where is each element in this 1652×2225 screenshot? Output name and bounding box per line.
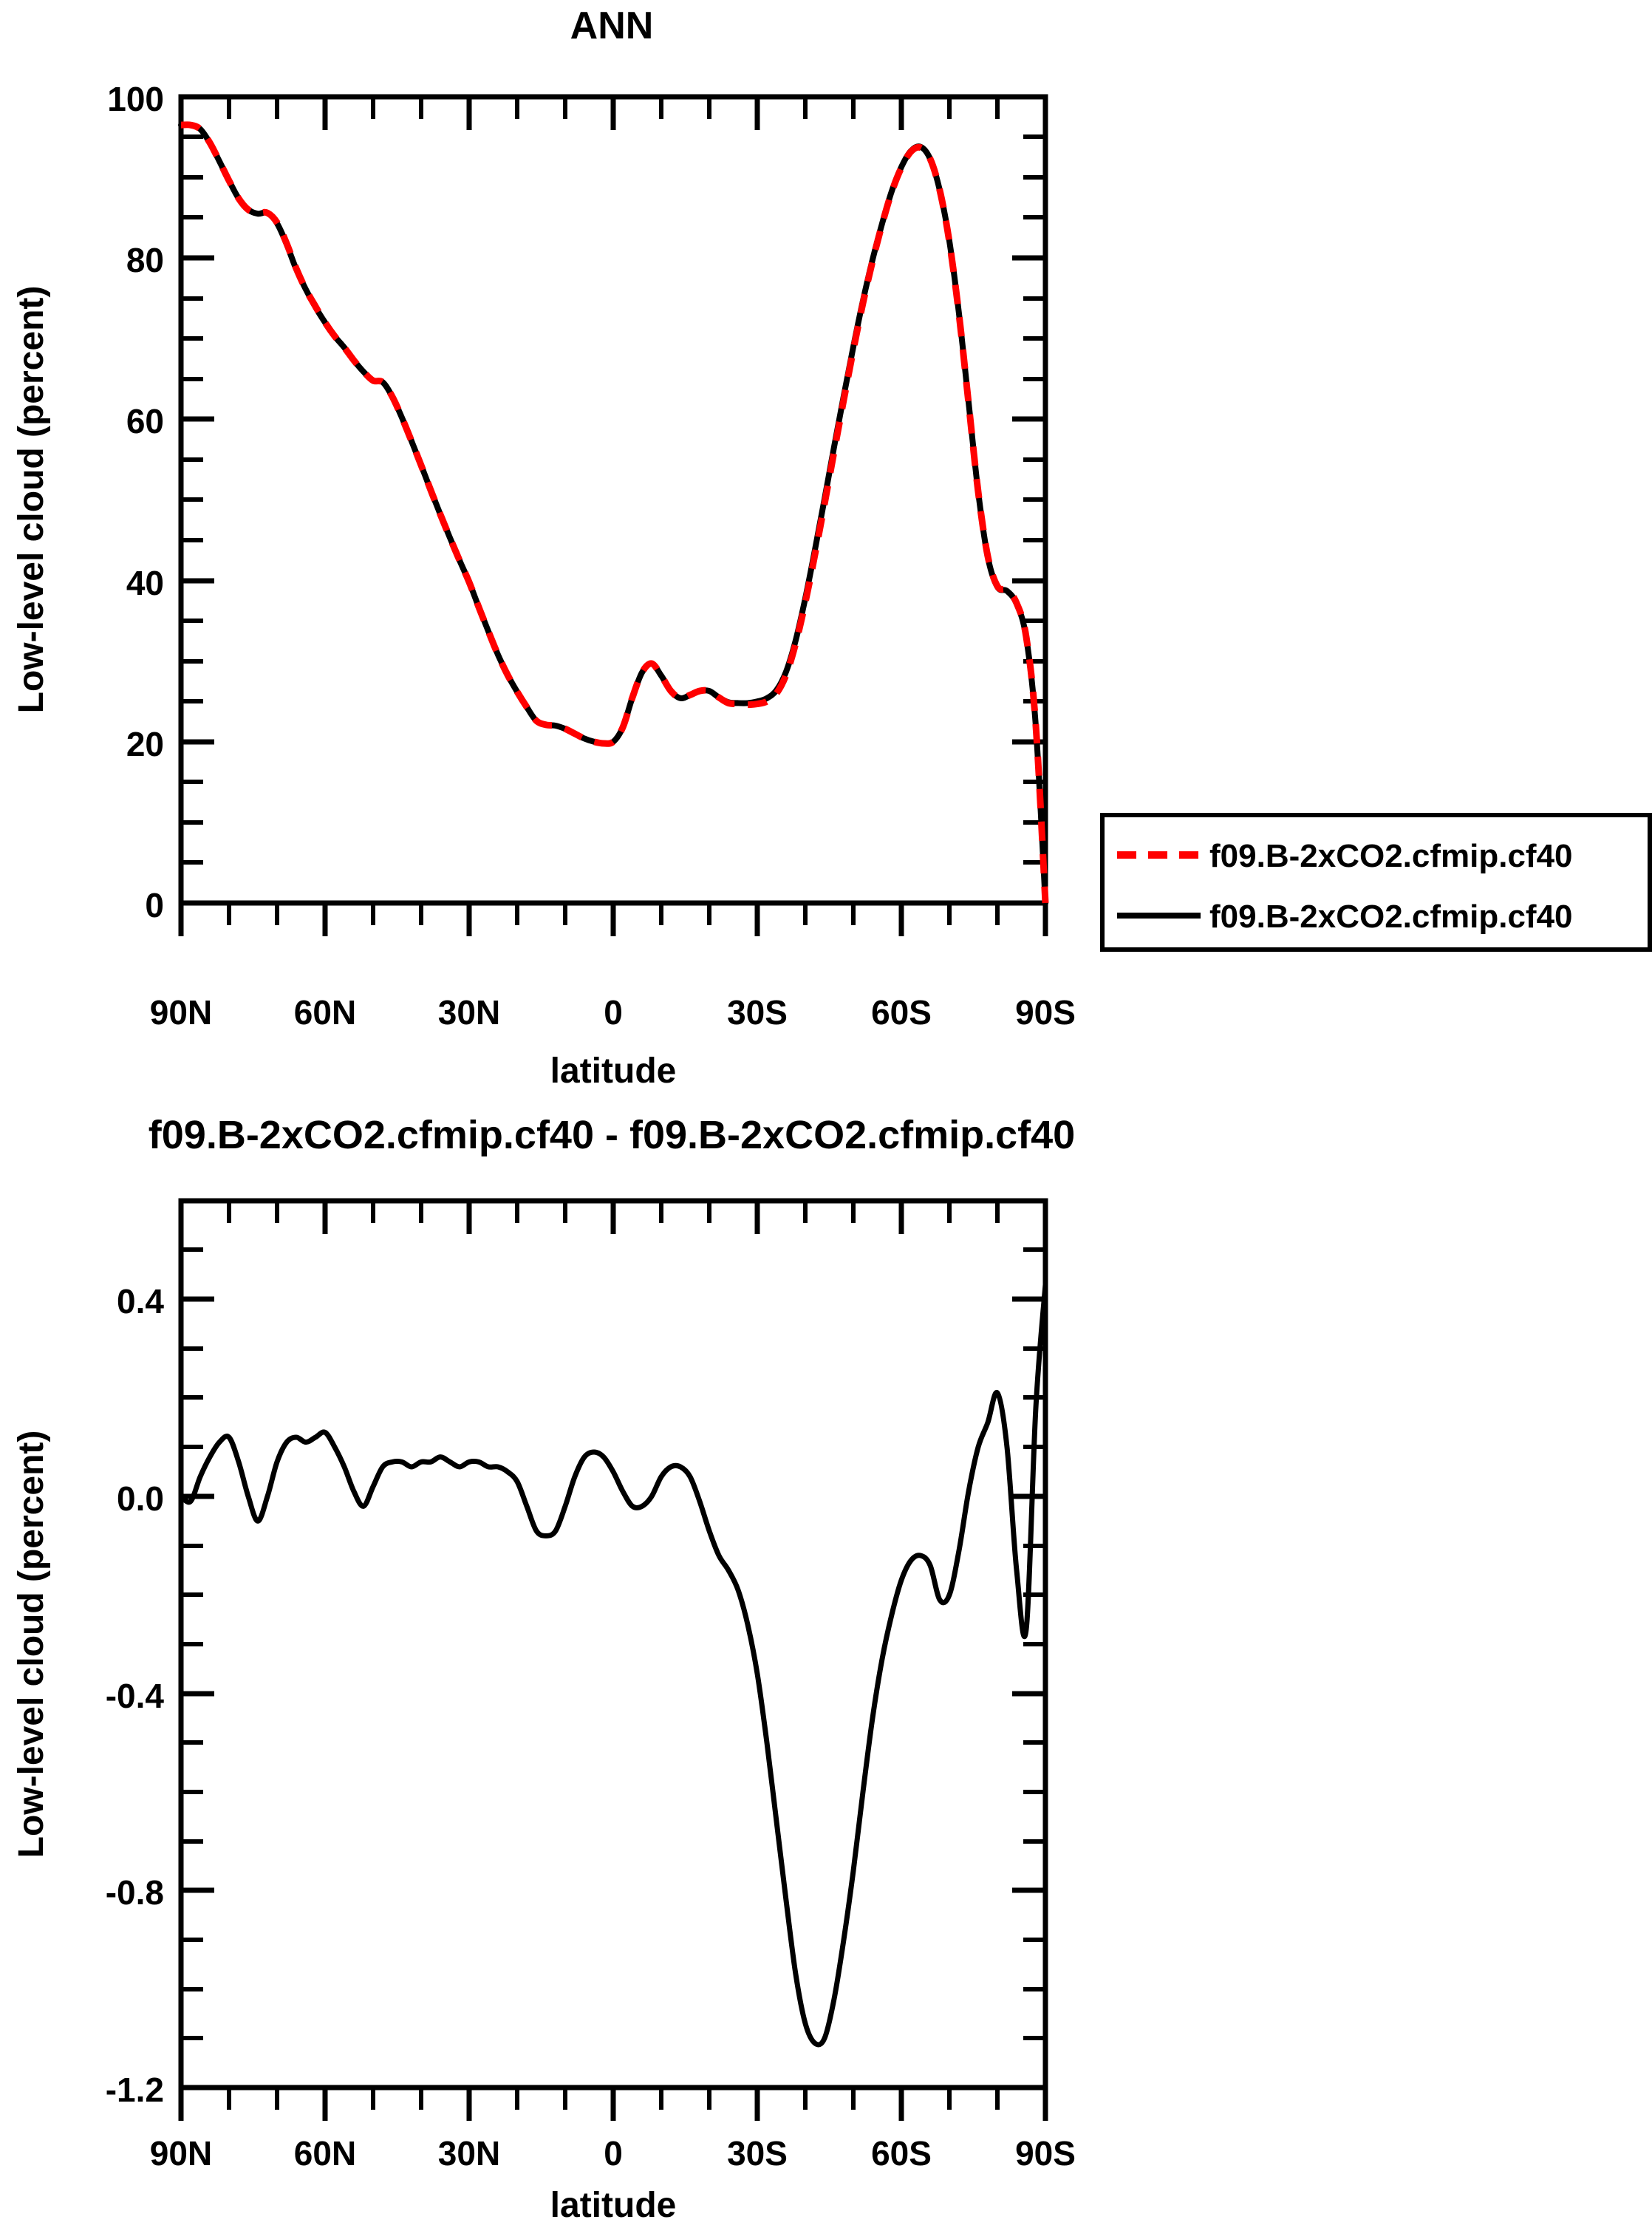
bottom-plot-frame — [181, 1201, 1045, 2088]
bottom-ytick-label-neg1p2: -1.2 — [106, 2071, 164, 2109]
bottom-y-minor-ticks — [181, 1250, 1045, 2038]
top-xtick-label-90N: 90N — [150, 993, 212, 1032]
figure-canvas: ANN — [0, 0, 1652, 2225]
bottom-xtick-label-60N: 60N — [294, 2134, 356, 2173]
top-xtick-label-30S: 30S — [727, 993, 788, 1032]
bottom-x-axis: 90N 60N 30N 0 30S 60S 90S — [150, 1201, 1076, 2173]
top-y-major-ticks — [181, 97, 1045, 903]
top-ytick-label-80: 80 — [126, 241, 164, 279]
top-xtick-label-90S: 90S — [1015, 993, 1076, 1032]
top-x-axis: 90N 60N 30N 0 30S 60S 90S — [150, 97, 1076, 1032]
top-x-major-ticks — [181, 97, 1045, 936]
bottom-x-major-ticks — [181, 1201, 1045, 2121]
top-series-solid-black — [181, 125, 1045, 903]
bottom-xaxis-label: latitude — [550, 2186, 677, 2225]
bottom-y-axis: 0.4 0.0 -0.4 -0.8 -1.2 — [106, 1250, 1045, 2109]
top-y-minor-ticks — [181, 137, 1045, 862]
bottom-xtick-label-30N: 30N — [438, 2134, 500, 2173]
top-xtick-label-30N: 30N — [438, 993, 500, 1032]
top-ytick-label-40: 40 — [126, 564, 164, 602]
top-xaxis-label: latitude — [550, 1052, 677, 1091]
bottom-xtick-label-30S: 30S — [727, 2134, 788, 2173]
top-panel: ANN — [12, 4, 1076, 1091]
bottom-ytick-label-neg0p4: -0.4 — [106, 1677, 165, 1715]
top-xtick-label-60S: 60S — [871, 993, 932, 1032]
bottom-xtick-label-90S: 90S — [1015, 2134, 1076, 2173]
legend-label-0: f09.B-2xCO2.cfmip.cf40 — [1209, 838, 1573, 874]
legend-box[interactable]: f09.B-2xCO2.cfmip.cf40 f09.B-2xCO2.cfmip… — [1102, 815, 1650, 950]
top-ytick-label-60: 60 — [126, 402, 164, 440]
bottom-xtick-label-90N: 90N — [150, 2134, 212, 2173]
bottom-ytick-label-neg0p8: -0.8 — [106, 1873, 164, 1912]
top-panel-title: ANN — [570, 4, 654, 47]
bottom-panel-title: f09.B-2xCO2.cfmip.cf40 - f09.B-2xCO2.cfm… — [149, 1113, 1075, 1157]
bottom-ytick-label-0p4: 0.4 — [117, 1282, 164, 1321]
bottom-y-major-ticks — [181, 1299, 1045, 2088]
top-xtick-label-60N: 60N — [294, 993, 356, 1032]
bottom-xtick-label-60S: 60S — [871, 2134, 932, 2173]
bottom-xtick-label-0: 0 — [604, 2134, 623, 2173]
bottom-ytick-label-0p0: 0.0 — [117, 1479, 164, 1518]
top-panel-plot-area — [181, 125, 1045, 903]
top-plot-frame — [181, 97, 1045, 903]
legend-label-1: f09.B-2xCO2.cfmip.cf40 — [1209, 899, 1573, 935]
bottom-yaxis-label: Low-level cloud (percent) — [12, 1431, 51, 1858]
zonal-mean-figure: ANN — [0, 0, 1652, 2225]
bottom-panel: f09.B-2xCO2.cfmip.cf40 - f09.B-2xCO2.cfm… — [12, 1113, 1076, 2225]
top-ytick-label-0: 0 — [145, 886, 164, 924]
top-series-dashed-red — [181, 125, 1045, 903]
bottom-panel-plot-area — [181, 1284, 1045, 2045]
top-ytick-label-20: 20 — [126, 725, 164, 763]
bottom-series-difference — [181, 1284, 1045, 2045]
top-yaxis-label: Low-level cloud (percent) — [12, 286, 51, 714]
top-ytick-label-100: 100 — [107, 80, 164, 118]
top-xtick-label-0: 0 — [604, 993, 623, 1032]
